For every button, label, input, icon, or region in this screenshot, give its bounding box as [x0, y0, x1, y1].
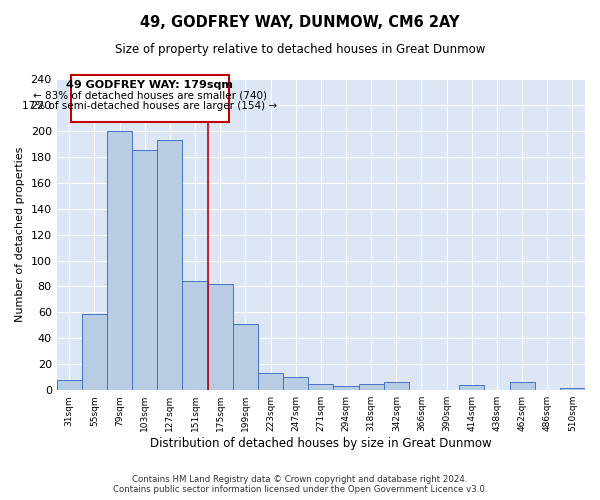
Text: Contains HM Land Registry data © Crown copyright and database right 2024.: Contains HM Land Registry data © Crown c… — [132, 475, 468, 484]
Bar — [509, 382, 535, 390]
Bar — [459, 385, 484, 390]
X-axis label: Distribution of detached houses by size in Great Dunmow: Distribution of detached houses by size … — [150, 437, 491, 450]
Bar — [107, 131, 132, 390]
Bar — [208, 284, 233, 390]
Text: Size of property relative to detached houses in Great Dunmow: Size of property relative to detached ho… — [115, 42, 485, 56]
FancyBboxPatch shape — [71, 75, 229, 122]
Bar — [283, 377, 308, 390]
Text: Contains public sector information licensed under the Open Government Licence v3: Contains public sector information licen… — [113, 485, 487, 494]
Y-axis label: Number of detached properties: Number of detached properties — [15, 147, 25, 322]
Bar — [82, 314, 107, 390]
Bar — [560, 388, 585, 390]
Text: 17% of semi-detached houses are larger (154) →: 17% of semi-detached houses are larger (… — [22, 101, 277, 111]
Bar — [308, 384, 334, 390]
Bar — [182, 282, 208, 390]
Bar — [157, 140, 182, 390]
Bar — [233, 324, 258, 390]
Bar — [384, 382, 409, 390]
Bar — [359, 384, 384, 390]
Bar — [132, 150, 157, 390]
Bar — [258, 374, 283, 390]
Bar — [334, 386, 359, 390]
Text: 49 GODFREY WAY: 179sqm: 49 GODFREY WAY: 179sqm — [67, 80, 233, 90]
Text: ← 83% of detached houses are smaller (740): ← 83% of detached houses are smaller (74… — [33, 90, 267, 101]
Bar — [56, 380, 82, 390]
Text: 49, GODFREY WAY, DUNMOW, CM6 2AY: 49, GODFREY WAY, DUNMOW, CM6 2AY — [140, 15, 460, 30]
